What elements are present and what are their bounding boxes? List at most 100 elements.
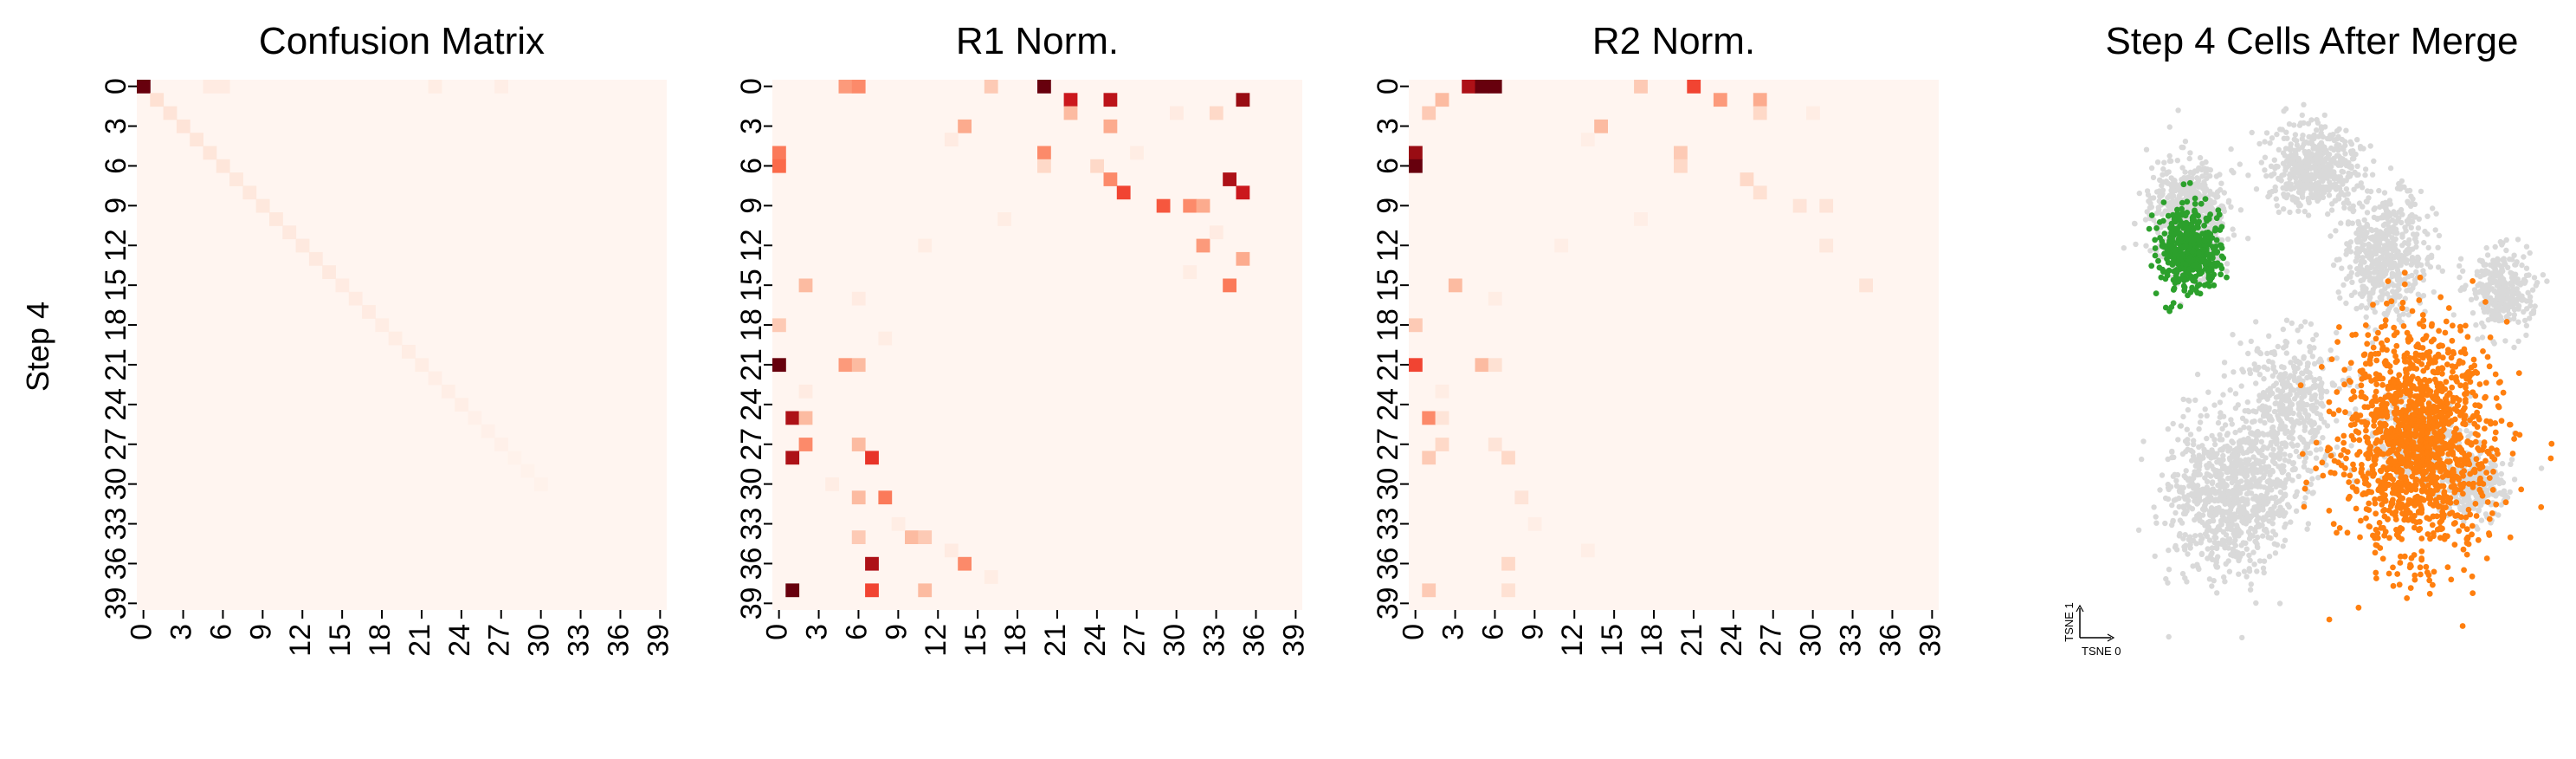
- scatter-point: [2418, 188, 2424, 195]
- heatmap-cell: [1103, 93, 1118, 107]
- scatter-point: [2198, 457, 2204, 463]
- scatter-point: [2409, 256, 2416, 263]
- scatter-point: [2500, 479, 2507, 486]
- scatter-point: [2271, 408, 2278, 415]
- scatter-point: [2250, 533, 2256, 539]
- scatter-point: [2148, 165, 2155, 172]
- heatmap-cell: [851, 358, 866, 373]
- scatter-point: [2169, 502, 2175, 509]
- heatmap-cell: [507, 451, 522, 465]
- scatter-point: [2234, 479, 2241, 485]
- scatter-point: [2163, 171, 2170, 177]
- scatter-point: [2179, 252, 2185, 259]
- scatter-point: [2159, 238, 2166, 244]
- scatter-point: [2217, 399, 2224, 405]
- heatmap-cell: [362, 305, 376, 319]
- scatter-point: [2224, 274, 2230, 281]
- scatter-point: [2261, 376, 2267, 382]
- scatter-point: [2350, 208, 2356, 215]
- scatter-point: [2262, 516, 2269, 522]
- x-tick-label: 6: [1476, 624, 1509, 640]
- scatter-point: [2236, 571, 2242, 577]
- scatter-point: [2221, 190, 2227, 196]
- scatter-point: [2282, 371, 2289, 377]
- scatter-point: [2433, 211, 2439, 217]
- panels: Confusion Matrix036912151821242730333639…: [100, 20, 2555, 658]
- scatter-point: [2435, 244, 2441, 250]
- x-tick-label: 21: [1675, 624, 1708, 657]
- scatter-point: [2282, 451, 2288, 457]
- scatter-point: [2152, 237, 2159, 243]
- scatter-point: [2220, 529, 2226, 535]
- scatter-point: [2308, 152, 2314, 158]
- scatter-point: [2308, 191, 2315, 198]
- x-tick-label: 12: [1556, 624, 1589, 657]
- scatter-point: [2289, 194, 2295, 200]
- scatter-point: [2478, 517, 2485, 523]
- scatter-point: [2207, 191, 2213, 197]
- x-tick-label: 33: [1198, 624, 1231, 657]
- scatter-point: [2229, 438, 2235, 444]
- heatmap-cell: [1819, 198, 1834, 213]
- scatter-point: [2295, 473, 2302, 479]
- scatter-point: [2295, 208, 2302, 214]
- scatter-point: [2500, 277, 2507, 284]
- scatter-point: [2191, 438, 2197, 444]
- heatmap-cell: [468, 411, 482, 425]
- scatter-point: [2156, 206, 2162, 213]
- scatter-point: [2274, 441, 2280, 447]
- heatmap-cell: [1409, 146, 1423, 160]
- scatter-point: [2450, 322, 2456, 329]
- scatter-point: [2225, 545, 2231, 551]
- heatmap-cell: [1554, 238, 1569, 253]
- scatter-point: [2257, 418, 2263, 424]
- scatter-point: [2270, 364, 2276, 370]
- scatter-point: [2523, 265, 2530, 271]
- scatter-point: [2282, 440, 2288, 446]
- heatmap-cell: [1103, 119, 1118, 133]
- scatter-point: [2436, 232, 2443, 239]
- scatter-point: [2209, 545, 2215, 551]
- scatter-point: [2255, 522, 2262, 528]
- scatter-point: [2385, 282, 2392, 289]
- scatter-point: [2179, 144, 2185, 151]
- scatter-point: [2197, 419, 2204, 425]
- scatter-point: [2246, 367, 2253, 373]
- scatter-point: [2202, 497, 2208, 504]
- scatter-point: [2388, 211, 2395, 217]
- scatter-point: [2371, 158, 2377, 165]
- scatter-point: [2169, 454, 2175, 461]
- x-tick-label: 39: [1914, 624, 1947, 657]
- scatter-point: [2367, 143, 2373, 149]
- scatter-point: [2232, 429, 2238, 436]
- scatter-point: [2205, 523, 2211, 529]
- scatter-point: [2170, 276, 2177, 283]
- scatter-point: [2169, 449, 2175, 455]
- scatter-point: [2192, 498, 2198, 504]
- scatter-point: [2337, 174, 2343, 180]
- scatter-point: [2146, 198, 2152, 204]
- scatter-point: [2310, 336, 2316, 343]
- scatter-point: [2255, 515, 2261, 522]
- heatmap-cell: [772, 318, 786, 333]
- y-tick-label: 15: [100, 269, 132, 302]
- scatter-point: [2394, 271, 2400, 278]
- scatter-point: [2472, 501, 2479, 507]
- scatter-point: [2293, 508, 2300, 514]
- heatmap-cell: [918, 583, 933, 598]
- scatter-point: [2377, 255, 2384, 261]
- scatter-point: [2513, 262, 2519, 268]
- y-tick-label: 0: [1372, 78, 1404, 94]
- scatter-point: [2355, 249, 2361, 255]
- scatter-point: [2538, 465, 2545, 471]
- scatter-point: [2199, 173, 2205, 179]
- scatter-point: [2359, 462, 2365, 468]
- scatter-point: [2308, 321, 2315, 328]
- scatter-point: [2270, 446, 2276, 452]
- scatter-point: [2369, 172, 2376, 178]
- scatter-point: [2469, 310, 2476, 316]
- heatmap-cell: [335, 278, 350, 293]
- scatter-point: [2381, 260, 2387, 266]
- scatter-point: [2266, 406, 2272, 413]
